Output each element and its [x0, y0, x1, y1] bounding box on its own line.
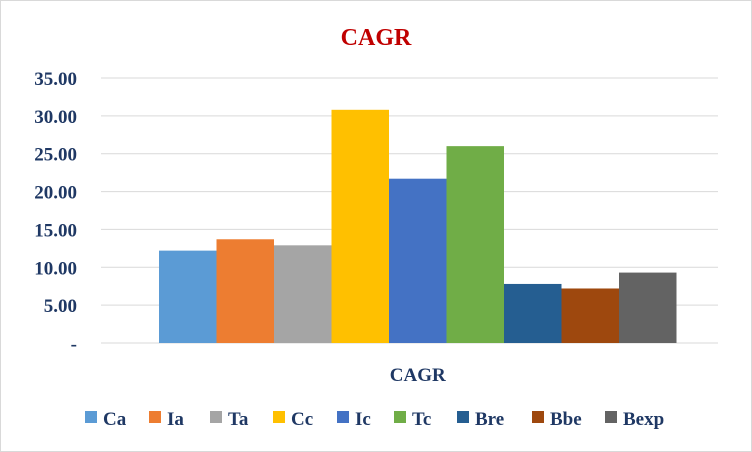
legend-label-bre: Bre	[475, 409, 504, 430]
legend-swatch-bre	[457, 411, 469, 423]
bar-cc	[331, 109, 389, 343]
y-tick-label: 20.00	[34, 183, 77, 204]
bar-bre	[504, 283, 562, 343]
legend-label-bexp: Bexp	[623, 409, 664, 430]
bar-bexp	[619, 272, 677, 343]
legend-label-cc: Cc	[291, 409, 313, 430]
y-tick-label: 5.00	[44, 296, 77, 317]
x-category-label: CAGR	[390, 365, 446, 386]
bar-ca	[159, 250, 217, 343]
y-tick-label: 10.00	[34, 258, 77, 279]
legend-label-bbe: Bbe	[550, 409, 582, 430]
y-tick-label: 35.00	[34, 69, 77, 90]
y-tick-label: 30.00	[34, 107, 77, 128]
bars	[159, 109, 677, 343]
bar-ta	[274, 245, 332, 343]
legend-swatch-ia	[149, 411, 161, 423]
y-tick-label: 25.00	[34, 145, 77, 166]
legend-swatch-ca	[85, 411, 97, 423]
legend-swatch-cc	[273, 411, 285, 423]
legend-label-tc: Tc	[412, 409, 431, 430]
bar-bbe	[561, 288, 619, 343]
legend-swatch-tc	[394, 411, 406, 423]
legend: Ca Ia Ta Cc Ic Tc Bre Bbe Bexp	[85, 409, 664, 430]
y-tick-label: 15.00	[34, 220, 77, 241]
bar-ic	[389, 178, 447, 343]
legend-label-ca: Ca	[103, 409, 127, 430]
bar-ia	[216, 239, 274, 343]
axes: - 5.00 10.00 15.00 20.00 25.00 30.00 35.00 CAGR	[34, 69, 446, 386]
legend-label-ia: Ia	[167, 409, 184, 430]
legend-swatch-ta	[210, 411, 222, 423]
legend-swatch-ic	[337, 411, 349, 423]
chart-title: CAGR	[341, 25, 412, 51]
y-tick-label: -	[71, 334, 77, 355]
legend-swatch-bexp	[605, 411, 617, 423]
bar-tc	[446, 146, 504, 343]
legend-swatch-bbe	[532, 411, 544, 423]
legend-label-ta: Ta	[228, 409, 249, 430]
legend-label-ic: Ic	[355, 409, 371, 430]
